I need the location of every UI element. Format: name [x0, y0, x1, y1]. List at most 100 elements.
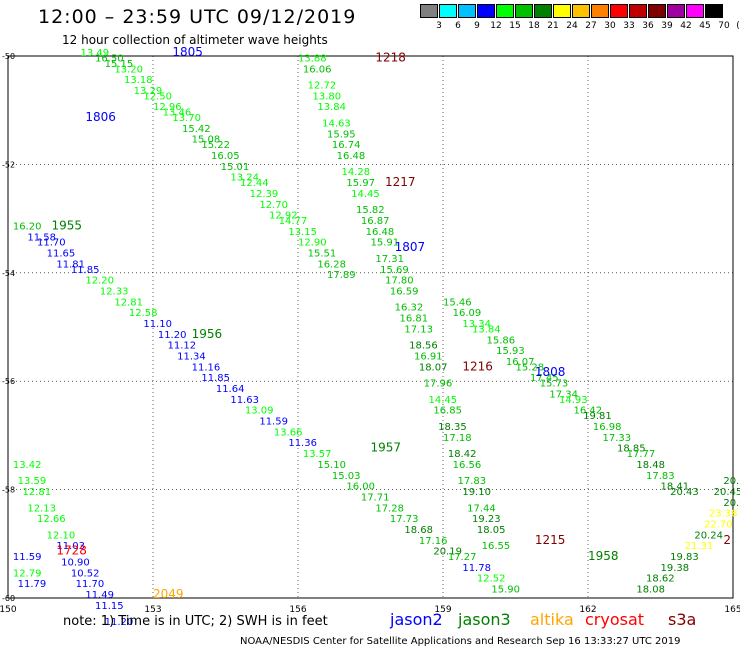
- track-label: 2: [723, 533, 731, 547]
- data-point-label: 12.58: [129, 308, 158, 319]
- data-point-label: 12.66: [37, 514, 66, 525]
- data-point-label: 13.66: [274, 427, 303, 438]
- scale-swatch: [439, 4, 457, 18]
- data-point-label: 16.74: [332, 140, 361, 151]
- data-point-label: 16.50: [95, 53, 124, 64]
- data-point-label: 11.64: [216, 384, 245, 395]
- data-point-label: 12.81: [114, 297, 143, 308]
- scale-label: (ft): [736, 21, 740, 31]
- data-point-label: 15.93: [496, 346, 525, 357]
- data-point-label: 15.46: [443, 297, 472, 308]
- data-point-label: 18.05: [477, 525, 506, 536]
- data-point-label: 14.93: [559, 395, 588, 406]
- data-point-label: 14.45: [429, 395, 458, 406]
- scale-label: 15: [509, 21, 521, 31]
- data-point-label: 12.90: [298, 238, 327, 249]
- data-point-label: 15.97: [346, 178, 375, 189]
- data-point-label: 13.20: [114, 64, 143, 75]
- track-label: 1215: [535, 533, 566, 547]
- data-point-label: 17.44: [467, 503, 496, 514]
- data-point-label: 15.42: [182, 124, 211, 135]
- data-point-label: 17.27: [448, 552, 477, 563]
- data-point-label: 16.48: [366, 227, 395, 238]
- data-point-label: 12.39: [250, 189, 279, 200]
- data-point-label: 15.10: [317, 460, 346, 471]
- data-point-label: 11.10: [143, 319, 172, 330]
- data-point-label: 16.09: [453, 308, 482, 319]
- data-point-label: 13.24: [230, 173, 259, 184]
- legend-jason3: jason3: [458, 610, 511, 629]
- data-point-label: 13.57: [303, 449, 332, 460]
- scale-swatch: [420, 4, 438, 18]
- data-point-label: 11.65: [47, 249, 76, 260]
- data-point-label: 13.15: [288, 227, 317, 238]
- data-point-label: 13.29: [134, 86, 163, 97]
- scale-swatch: [667, 4, 685, 18]
- x-tick-label: 153: [144, 605, 161, 615]
- scale-label: 18: [528, 21, 540, 31]
- data-point-label: 15.08: [192, 135, 221, 146]
- data-point-label: 17.33: [603, 433, 632, 444]
- data-point-label: 17.77: [627, 449, 656, 460]
- data-point-label: 15.28: [516, 362, 545, 373]
- y-tick-label: -52: [2, 160, 15, 169]
- data-point-label: 18.42: [448, 449, 477, 460]
- data-point-label: 11.15: [95, 601, 124, 612]
- data-point-label: 13.34: [462, 319, 491, 330]
- data-point-label: 13.42: [13, 460, 42, 471]
- data-point-label: 11.16: [192, 362, 221, 373]
- data-point-label: 16.81: [400, 314, 429, 325]
- track-label: 2049: [153, 587, 184, 601]
- scale-label: 27: [585, 21, 597, 31]
- track-label: 1807: [395, 240, 426, 254]
- legend-jason2: jason2: [390, 610, 443, 629]
- data-point-label: 13.59: [18, 476, 47, 487]
- data-point-label: 12.72: [308, 81, 337, 92]
- data-point-label: 17.28: [375, 503, 404, 514]
- data-point-label: 11.36: [288, 438, 317, 449]
- x-tick-label: 162: [579, 605, 596, 615]
- data-point-label: 18.68: [404, 525, 433, 536]
- scale-label: 36: [642, 21, 654, 31]
- data-point-label: 17.80: [385, 276, 414, 287]
- data-point-label: 15.51: [308, 249, 337, 260]
- track-label: 1218: [375, 50, 406, 64]
- y-tick-label: -60: [2, 594, 15, 603]
- data-point-label: 16.00: [346, 482, 375, 493]
- data-point-label: 16.28: [317, 259, 346, 270]
- data-point-label: 13.09: [245, 406, 274, 417]
- footer-credit: NOAA/NESDIS Center for Satellite Applica…: [240, 636, 681, 647]
- data-point-label: 19.38: [661, 563, 690, 574]
- data-point-label: 17.83: [458, 476, 487, 487]
- data-point-label: 16.07: [506, 357, 535, 368]
- scale-label: 30: [604, 21, 616, 31]
- data-point-label: 12.33: [100, 286, 129, 297]
- data-point-label: 11.85: [201, 373, 230, 384]
- data-point-label: 13.18: [124, 75, 153, 86]
- data-point-label: 16.56: [453, 460, 482, 471]
- scale-label: 33: [623, 21, 635, 31]
- legend-cryosat: cryosat: [585, 610, 645, 629]
- data-point-label: 15.90: [491, 585, 520, 596]
- data-point-label: 16.91: [414, 352, 443, 363]
- data-point-label: 16.48: [337, 151, 366, 162]
- data-point-label: 12.10: [47, 530, 76, 541]
- data-point-label: 11.12: [168, 341, 197, 352]
- data-point-label: 11.70: [76, 579, 105, 590]
- track-label: 1728: [56, 544, 87, 558]
- data-point-label: 18.08: [636, 585, 665, 596]
- data-point-label: 19.81: [583, 411, 612, 422]
- data-point-label: 17.31: [375, 254, 404, 265]
- data-point-label: 13.88: [298, 53, 327, 64]
- scale-label: 39: [661, 21, 673, 31]
- data-point-label: 13.49: [81, 48, 110, 59]
- scale-label: 6: [455, 21, 461, 31]
- data-point-label: 13.70: [172, 113, 201, 124]
- data-point-label: 17.18: [443, 433, 472, 444]
- data-point-label: 17.45: [530, 373, 559, 384]
- data-point-label: 17.13: [404, 324, 433, 335]
- data-point-label: 11.63: [230, 395, 259, 406]
- data-point-label: 23.38: [709, 509, 738, 520]
